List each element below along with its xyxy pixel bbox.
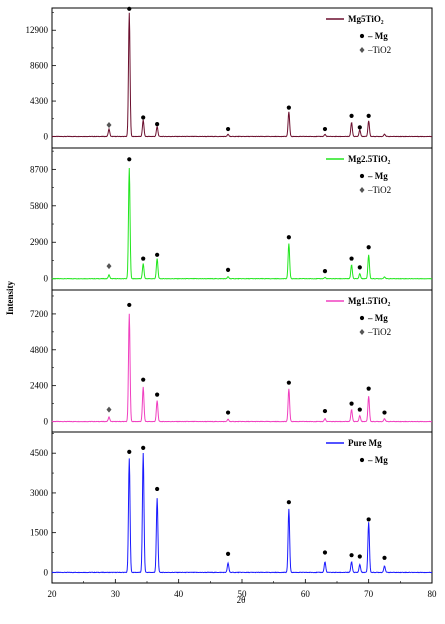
- mg-marker: [349, 553, 354, 558]
- mg-marker: [225, 410, 231, 415]
- panel-4: 0 1500 3000 4500 Pure Mg – Mg: [30, 431, 433, 584]
- x-tick-label: 40: [174, 589, 184, 599]
- y-tick-label: 0: [44, 417, 49, 427]
- mg-marker: [357, 554, 362, 559]
- y-tick-label: 3000: [30, 488, 49, 498]
- y-tick-label: 1500: [30, 528, 49, 538]
- mg-marker: [357, 265, 362, 270]
- x-tick-label: 80: [428, 589, 438, 599]
- mg-marker: [357, 125, 362, 130]
- legend-tio2-marker: [359, 329, 365, 335]
- mg-marker: [322, 269, 328, 274]
- x-tick-label: 20: [48, 589, 58, 599]
- mg-marker: [286, 380, 291, 385]
- legend-tio2-marker: [359, 187, 365, 193]
- panel-2: 0 2900 5800 8700 Mg2.5TiO₂ – Mg –TiO2: [30, 147, 433, 291]
- y-tick-label: 5800: [30, 201, 49, 211]
- x-axis: 20 30 40 50 60 70 80: [48, 579, 438, 599]
- mg-marker: [382, 410, 387, 415]
- y-tick-label: 8700: [30, 164, 49, 174]
- mg-marker: [357, 407, 362, 412]
- legend-tio2-marker: [359, 47, 365, 53]
- legend-series-label: Mg2.5TiO₂: [348, 154, 391, 164]
- legend-tio2-label: –TiO2: [367, 327, 391, 337]
- legend-mg-marker: [359, 315, 365, 321]
- y-tick-label: 2900: [30, 237, 49, 247]
- mg-marker: [286, 500, 291, 505]
- legend-series-label: Pure Mg: [348, 438, 382, 448]
- mg-marker: [225, 267, 231, 272]
- x-tick-label: 50: [238, 589, 248, 599]
- y-tick-label: 4300: [30, 96, 49, 106]
- series-line-mg15tio2: [51, 313, 433, 423]
- mg-marker: [127, 449, 132, 454]
- mg-marker: [141, 115, 146, 120]
- mg-marker: [127, 6, 132, 11]
- mg-marker: [286, 235, 291, 240]
- series-line-mg5tio2: [51, 12, 433, 138]
- legend-mg-marker: [359, 457, 365, 463]
- y-tick-label: 4500: [30, 448, 49, 458]
- mg-marker: [322, 126, 328, 132]
- series-line-puremg: [51, 452, 433, 574]
- mg-marker: [349, 113, 354, 118]
- mg-marker: [349, 256, 354, 261]
- legend-mg-label: – Mg: [367, 455, 388, 465]
- mg-marker: [141, 445, 146, 450]
- mg-marker: [127, 302, 132, 308]
- mg-marker: [382, 555, 387, 560]
- mg-marker: [155, 252, 160, 257]
- legend-tio2-label: –TiO2: [367, 185, 391, 195]
- mg-marker: [141, 377, 146, 382]
- legend-mg-marker: [359, 33, 365, 39]
- mg-marker: [366, 517, 371, 522]
- y-tick-label: 12900: [26, 25, 49, 35]
- mg-marker: [155, 486, 160, 492]
- tio2-marker: [106, 263, 112, 270]
- mg-marker: [127, 157, 132, 162]
- y-tick-label: 2400: [30, 381, 49, 391]
- mg-marker: [366, 113, 371, 118]
- panels: 0 4300 8600 12900 Mg5TiO₂ – Mg –TiO2 0 2900 5800 8…: [26, 6, 433, 584]
- legend-mg-marker: [359, 173, 365, 179]
- panel-1: 0 4300 8600 12900 Mg5TiO₂ – Mg –TiO2: [26, 6, 433, 149]
- tio2-marker: [106, 121, 112, 128]
- mg-marker: [155, 392, 160, 397]
- y-tick-label: 4800: [30, 345, 49, 355]
- legend-mg-label: – Mg: [367, 313, 388, 323]
- mg-marker: [286, 105, 291, 110]
- mg-marker: [322, 550, 328, 555]
- y-tick-label: 8600: [30, 61, 49, 71]
- legend-series-label: Mg1.5TiO₂: [348, 296, 391, 306]
- y-tick-label: 0: [44, 274, 49, 284]
- legend-series-label: Mg5TiO₂: [348, 14, 384, 24]
- legend-tio2-label: –TiO2: [367, 45, 391, 55]
- series-line-mg25tio2: [51, 167, 433, 280]
- x-tick-label: 70: [364, 589, 374, 599]
- mg-marker: [155, 122, 160, 127]
- legend-mg-label: – Mg: [367, 171, 388, 181]
- mg-marker: [322, 408, 328, 414]
- legend-mg-label: – Mg: [367, 31, 388, 41]
- x-tick-label: 30: [111, 589, 121, 599]
- y-tick-label: 0: [44, 131, 49, 141]
- y-tick-label: 7200: [30, 309, 49, 319]
- tio2-marker: [106, 406, 112, 413]
- mg-marker: [366, 386, 371, 391]
- mg-marker: [225, 551, 231, 556]
- x-tick-label: 60: [301, 589, 311, 599]
- y-axis-label: Intensity: [5, 281, 15, 316]
- x-axis-label: 2θ: [237, 595, 246, 605]
- mg-marker: [141, 256, 146, 261]
- y-tick-label: 0: [44, 567, 49, 577]
- mg-marker: [366, 245, 371, 250]
- mg-marker: [225, 126, 231, 132]
- panel-3: 0 2400 4800 7200 Mg1.5TiO₂ – Mg –TiO2: [30, 289, 433, 433]
- mg-marker: [349, 401, 354, 406]
